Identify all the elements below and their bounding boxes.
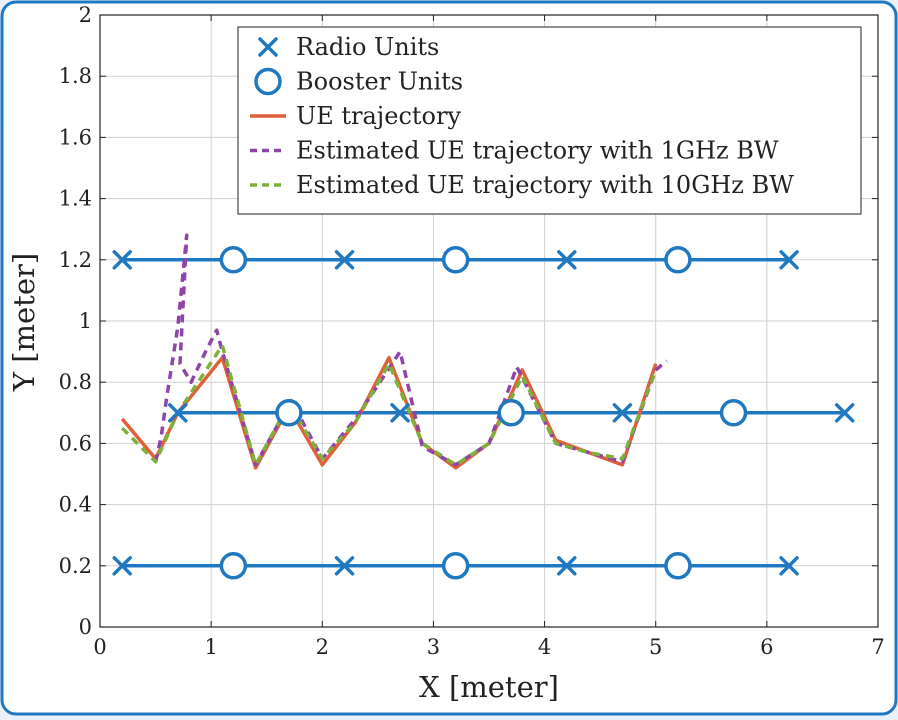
legend-label: UE trajectory (296, 102, 461, 130)
x-tick-label: 4 (538, 635, 551, 659)
y-tick-label: 1.2 (59, 248, 92, 272)
x-tick-label: 5 (649, 635, 662, 659)
x-tick-label: 3 (427, 635, 440, 659)
x-tick-label: 0 (93, 635, 106, 659)
booster-unit-marker (441, 246, 470, 274)
booster-unit-marker (275, 399, 303, 427)
y-tick-label: 2 (79, 3, 92, 27)
y-tick-label: 1.6 (59, 125, 92, 149)
radio-unit-marker (168, 403, 188, 423)
y-tick-label: 0.2 (59, 554, 92, 578)
x-tick-label: 6 (760, 635, 773, 659)
y-tick-label: 0 (79, 615, 92, 639)
radio-unit-marker (557, 556, 577, 576)
legend: Radio Units Booster Units UE trajectory Est… (237, 26, 862, 215)
y-tick-label: 0.8 (59, 370, 92, 394)
booster-unit-marker (219, 552, 248, 580)
legend-swatch-booster-units (254, 67, 282, 96)
radio-unit-marker (834, 403, 855, 423)
booster-unit-marker (497, 399, 525, 427)
radio-unit-marker (779, 556, 799, 576)
radio-unit-marker (334, 556, 355, 576)
radio-unit-marker (334, 250, 355, 270)
legend-label: Estimated UE trajectory with 10GHz BW (296, 171, 794, 199)
legend-label: Estimated UE trajectory with 1GHz BW (296, 137, 779, 165)
radio-unit-marker (112, 250, 132, 270)
booster-unit-marker (664, 246, 692, 274)
legend-box (237, 26, 862, 215)
data-layer (112, 233, 855, 580)
y-tick-label: 1.8 (59, 64, 92, 88)
x-tick-label: 7 (871, 635, 884, 659)
radio-unit-marker (112, 556, 132, 576)
x-tick-label: 1 (204, 635, 217, 659)
radio-unit-marker (390, 403, 410, 423)
x-axis-label: X [meter] (419, 670, 559, 704)
y-tick-label: 0.4 (59, 493, 92, 517)
y-axis-label: Y [meter] (7, 253, 41, 392)
legend-label: Booster Units (296, 68, 463, 96)
booster-unit-marker (441, 552, 470, 580)
radio-unit-marker (779, 250, 799, 270)
ticks-layer: 0 1 2 3 4 5 6 7 0 0.2 0.4 0.6 0.8 1 1.2 1.4 1.6 1.8 2 (59, 3, 885, 659)
y-tick-label: 0.6 (59, 431, 92, 455)
radio-unit-marker (557, 250, 577, 270)
radio-unit-marker (612, 403, 633, 423)
booster-unit-marker (664, 552, 692, 580)
y-tick-label: 1 (79, 309, 92, 333)
series-line-2 (120, 355, 658, 470)
booster-unit-marker (219, 246, 248, 274)
series-line-4 (120, 343, 658, 467)
booster-unit-marker (719, 399, 748, 427)
legend-swatch-radio-units (258, 37, 278, 57)
x-tick-label: 2 (316, 635, 329, 659)
y-tick-label: 1.4 (59, 187, 92, 211)
legend-label: Radio Units (296, 33, 439, 61)
